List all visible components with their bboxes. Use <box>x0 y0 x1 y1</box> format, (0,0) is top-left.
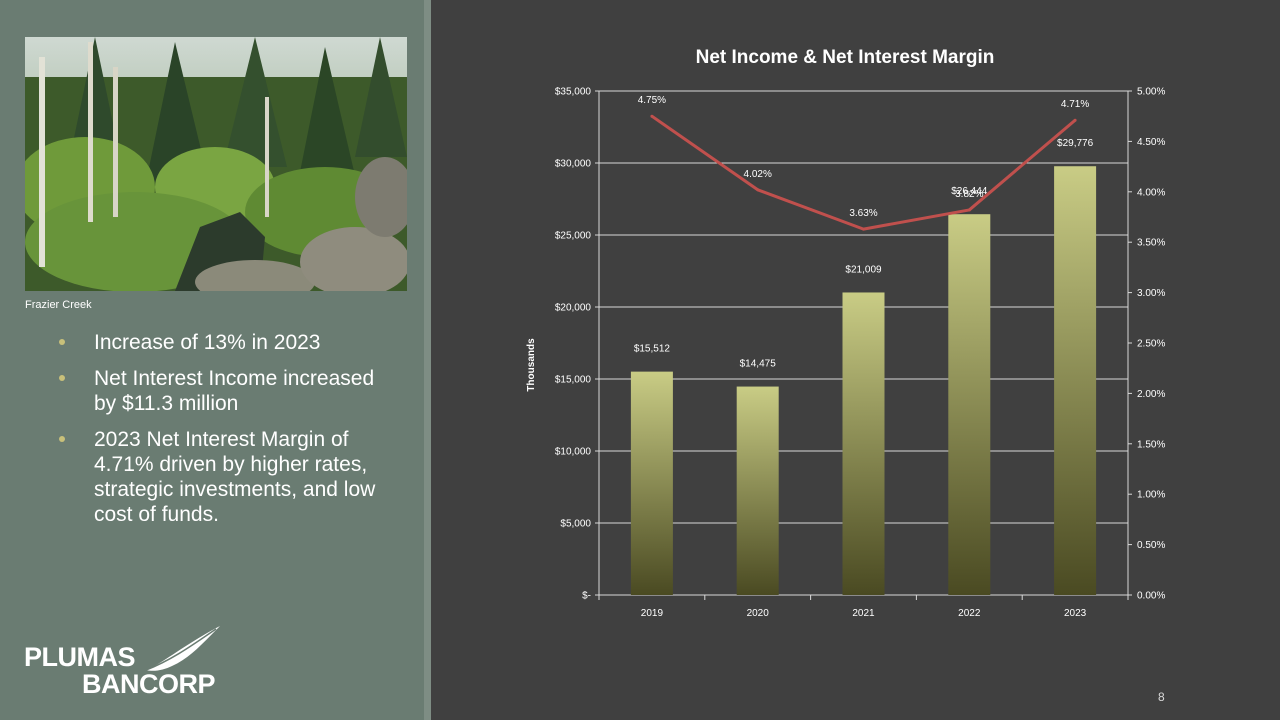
bar-2021 <box>842 292 885 595</box>
bar-2023 <box>1054 166 1097 596</box>
bar-value-label: $15,512 <box>634 344 671 355</box>
page-number: 8 <box>1158 690 1165 704</box>
x-tick-label: 2023 <box>1064 608 1087 619</box>
margin-value-label: 3.82% <box>955 189 983 200</box>
y2-tick-label: 2.00% <box>1137 389 1165 400</box>
bullet-text: Net Interest Income increased by $11.3 m… <box>94 367 375 415</box>
left-panel: Frazier Creek Increase of 13% in 2023 Ne… <box>0 0 424 720</box>
creek-photo <box>25 37 407 291</box>
y-tick-label: $30,000 <box>555 159 592 170</box>
panel-divider <box>424 0 431 720</box>
bar-value-label: $14,475 <box>740 359 777 370</box>
feather-icon <box>145 626 220 671</box>
logo-line-2: BANCORP <box>82 669 216 699</box>
y2-tick-label: 3.00% <box>1137 288 1165 299</box>
axes: $- $5,000 $10,000 $15,000 $20,000 $25,000 $30,… <box>555 87 1166 620</box>
margin-point-2020 <box>756 188 760 192</box>
chart-title: Net Income & Net Interest Margin <box>696 47 995 68</box>
bars <box>630 166 1097 596</box>
net-income-chart: Net Income & Net Interest Margin Thousan… <box>526 47 1166 620</box>
margin-line <box>650 114 1077 231</box>
bar-value-label: $26,444 <box>951 186 988 197</box>
margin-point-2023 <box>1073 118 1077 122</box>
x-tick-label: 2020 <box>747 608 770 619</box>
margin-value-label: 4.71% <box>1061 99 1089 110</box>
margin-point-2021 <box>862 227 865 231</box>
bar-2020 <box>736 386 779 595</box>
y2-tick-label: 2.50% <box>1137 339 1165 350</box>
y-tick-label: $20,000 <box>555 303 592 314</box>
y-tick-label: $10,000 <box>555 447 592 458</box>
y-tick-label: $25,000 <box>555 231 592 242</box>
bullet-list: Increase of 13% in 2023 Net Interest Inc… <box>58 330 388 538</box>
y2-tick-label: 0.50% <box>1137 540 1165 551</box>
y2-tick-label: 1.00% <box>1137 490 1165 501</box>
plumas-bancorp-logo: PLUMAS BANCORP <box>24 624 234 699</box>
y2-tick-label: 4.50% <box>1137 137 1165 148</box>
y2-tick-label: 1.50% <box>1137 439 1165 450</box>
y2-tick-label: 3.50% <box>1137 238 1165 249</box>
x-tick-label: 2022 <box>958 608 981 619</box>
margin-point-2019 <box>650 114 654 118</box>
y2-tick-label: 4.00% <box>1137 187 1165 198</box>
data-labels: $15,512 $14,475 $21,009 $26,444 $29,776 4.75%… <box>634 95 1094 369</box>
y2-tick-label: 0.00% <box>1137 591 1165 602</box>
y2-tick-label: 5.00% <box>1137 87 1165 98</box>
x-tick-label: 2019 <box>641 608 664 619</box>
bullet-dot-icon <box>59 339 65 345</box>
bullet-dot-icon <box>59 375 65 381</box>
x-tick-label: 2021 <box>852 608 875 619</box>
y-tick-label: $5,000 <box>560 519 591 530</box>
logo-line-1: PLUMAS <box>24 642 136 672</box>
photo-caption: Frazier Creek <box>25 299 92 311</box>
bar-2019 <box>630 371 673 595</box>
bullet-dot-icon <box>59 436 65 442</box>
bullet-item: Net Interest Income increased by $11.3 m… <box>58 366 388 416</box>
margin-value-label: 4.02% <box>744 169 772 180</box>
bullet-item: 2023 Net Interest Margin of 4.71% driven… <box>58 427 388 527</box>
y-tick-label: $15,000 <box>555 375 592 386</box>
margin-value-label: 4.75% <box>638 95 666 106</box>
bar-value-label: $29,776 <box>1057 138 1094 149</box>
bar-2022 <box>948 214 991 595</box>
margin-point-2022 <box>967 208 971 212</box>
margin-value-label: 3.63% <box>849 208 877 219</box>
forest-creek-image <box>25 37 407 291</box>
bar-value-label: $21,009 <box>845 264 882 275</box>
bullet-text: Increase of 13% in 2023 <box>94 331 321 354</box>
bullet-item: Increase of 13% in 2023 <box>58 330 388 355</box>
y-axis-label: Thousands <box>526 338 537 392</box>
y-tick-label: $- <box>582 591 591 602</box>
bullet-text: 2023 Net Interest Margin of 4.71% driven… <box>94 428 376 526</box>
y-tick-label: $35,000 <box>555 87 592 98</box>
